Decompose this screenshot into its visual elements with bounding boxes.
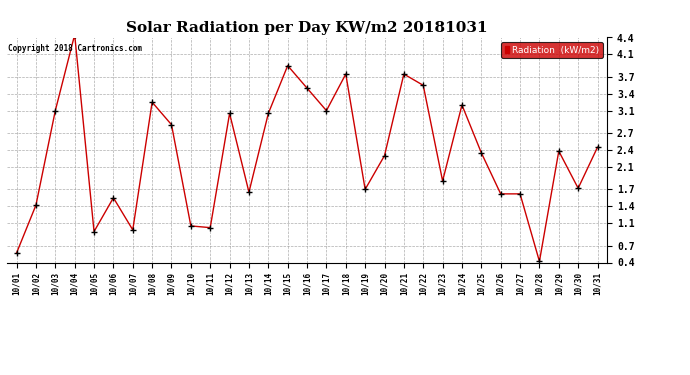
Legend: Radiation  (kW/m2): Radiation (kW/m2)	[501, 42, 602, 58]
Text: Copyright 2018 Cartronics.com: Copyright 2018 Cartronics.com	[8, 44, 142, 53]
Title: Solar Radiation per Day KW/m2 20181031: Solar Radiation per Day KW/m2 20181031	[126, 21, 488, 35]
